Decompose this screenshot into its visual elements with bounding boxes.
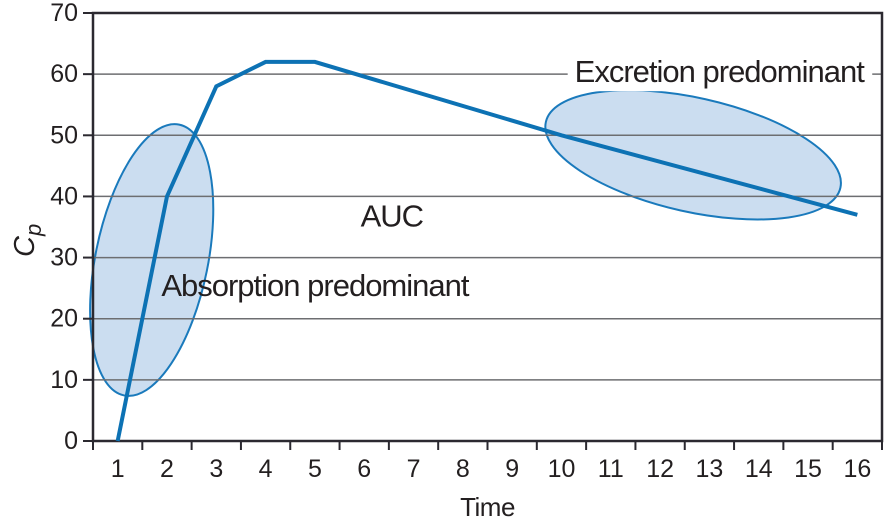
y-tick-label: 20 xyxy=(50,305,78,333)
y-tick-label: 0 xyxy=(64,427,78,455)
annotation-label-bg xyxy=(567,52,873,92)
y-tick-label: 40 xyxy=(50,182,78,210)
absorption-region-ellipse xyxy=(89,123,215,397)
excretion-region-ellipse xyxy=(544,89,842,221)
annotations: Absorption predominant Excretion predomin… xyxy=(161,52,873,303)
x-tick-label: 2 xyxy=(160,455,174,483)
plasma-concentration-curve xyxy=(115,59,858,442)
x-tick-label: 10 xyxy=(548,455,576,483)
x-tick-label: 11 xyxy=(598,455,624,483)
x-tick-label: 9 xyxy=(505,455,519,483)
x-tick-label: 14 xyxy=(745,455,773,483)
x-tick-label: 5 xyxy=(308,455,322,483)
x-tick-label: 3 xyxy=(209,455,223,483)
x-tick-label: 16 xyxy=(843,455,871,483)
x-tick-label: 15 xyxy=(794,455,822,483)
y-tick-label: 60 xyxy=(50,60,78,88)
y-tick-label: 50 xyxy=(50,121,78,149)
annotation-auc: AUC xyxy=(361,198,424,233)
x-tick-label: 1 xyxy=(111,455,125,483)
x-tick-label: 4 xyxy=(259,455,273,483)
x-tick-label: 8 xyxy=(456,455,470,483)
x-tick-label: 7 xyxy=(407,455,421,483)
y-tick-label: 10 xyxy=(50,366,78,394)
annotation-excretion-predominant: Excretion predominant xyxy=(575,54,866,89)
x-tick-label: 13 xyxy=(696,455,724,483)
axes-frame xyxy=(83,11,884,450)
x-tick-label: 6 xyxy=(357,455,371,483)
highlight-regions xyxy=(89,89,842,397)
x-tick-label: 12 xyxy=(646,455,674,483)
x-axis-label: Time xyxy=(460,492,515,522)
data-series xyxy=(115,59,858,442)
annotation-absorption-predominant: Absorption predominant xyxy=(161,268,470,303)
y-axis-label: Cp xyxy=(9,224,46,257)
y-tick-label: 30 xyxy=(50,244,78,272)
y-tick-label: 70 xyxy=(50,0,78,27)
